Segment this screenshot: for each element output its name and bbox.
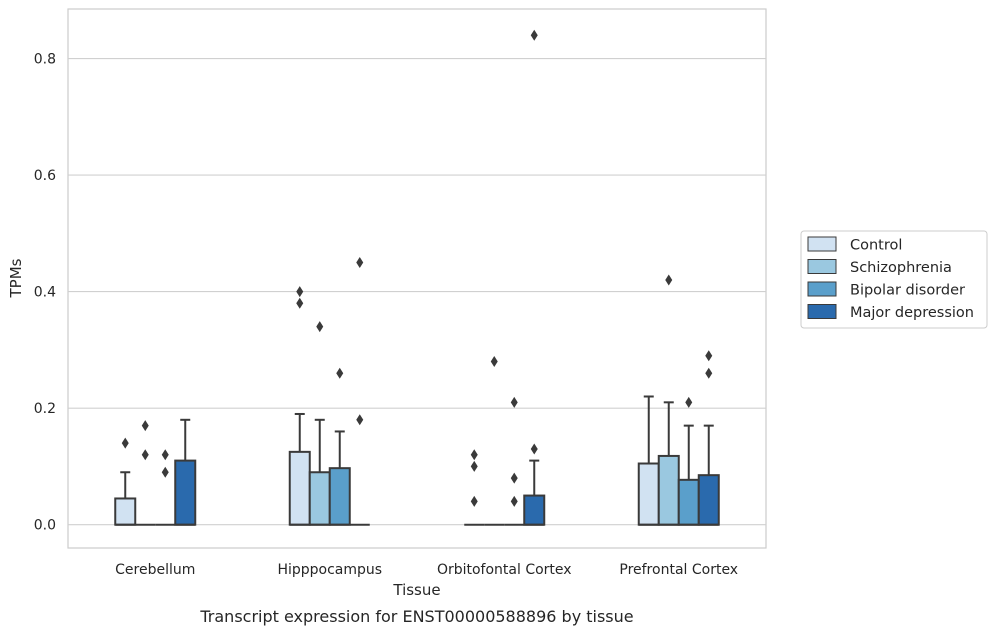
x-tick-label: Cerebellum [115,562,195,578]
box-schizophrenia [484,356,505,526]
outlier-point [705,350,713,362]
legend-entry: Control [850,238,902,254]
outlier-point [530,443,538,455]
y-tick-label: 0.6 [34,168,56,184]
box [174,459,197,526]
box-major-depression [697,350,720,526]
legend-swatch [807,281,837,297]
legend-swatch [807,236,837,252]
legend-entry: Bipolar disorder [850,283,965,299]
box-schizophrenia [657,274,680,526]
legend-swatch [807,259,837,274]
outlier-point [470,460,478,472]
outlier-point [510,396,518,408]
outlier-point [296,286,304,298]
box-bipolar-disorder [677,396,700,526]
box-schizophrenia [135,420,156,526]
legend: Control Schizophrenia Bipolar disorder Majo… [800,230,988,329]
chart-caption: Transcript expression for ENST0000058889… [199,607,633,626]
outlier-point [356,256,364,268]
outlier-point [530,29,538,41]
box [697,474,720,526]
outlier-point [296,297,304,309]
box [308,471,331,526]
x-tick-label: Orbitofontal Cortex [437,562,572,578]
box-bipolar-disorder [155,449,176,526]
box [677,478,700,526]
y-tick-label: 0.4 [34,285,56,301]
y-axis-label: TPMs [7,258,25,298]
box-major-depression [174,418,197,526]
outlier-point [161,449,169,461]
y-tick-label: 0.2 [34,401,56,417]
x-tick-label: Prefrontal Cortex [619,562,738,578]
x-axis-label: Tissue [392,581,440,599]
legend-entry: Major depression [850,305,974,321]
x-tick-label: Hipppocampus [277,562,382,578]
y-tick-label: 0.0 [34,518,56,534]
outlier-point [470,449,478,461]
box-groups [114,29,720,526]
outlier-point [161,466,169,478]
outlier-point [141,420,149,432]
box-control [288,286,311,526]
box-control [114,437,137,526]
legend-entry: Schizophrenia [850,260,952,276]
outlier-point [490,356,498,368]
box [637,462,660,526]
y-tick-label: 0.8 [34,52,56,68]
box-bipolar-disorder [504,396,525,526]
outlier-point [336,367,344,379]
box-control [464,449,485,526]
outlier-point [356,414,364,426]
x-axis-ticks: Cerebellum Hipppocampus Orbitofontal Corte… [115,562,738,578]
box [523,494,546,526]
box [657,454,680,526]
outlier-point [121,437,129,449]
box [288,450,311,526]
outlier-point [470,495,478,507]
box [328,467,351,526]
outlier-point [665,274,673,286]
outlier-point [141,449,149,461]
outlier-point [510,495,518,507]
outlier-point [510,472,518,484]
box [114,497,137,526]
outlier-point [685,396,693,408]
outlier-point [316,321,324,333]
outlier-point [705,367,713,379]
y-axis-ticks: 0.0 0.2 0.4 0.6 0.8 [34,52,56,534]
legend-swatch [807,304,837,319]
legend-frame [800,230,988,329]
box-bipolar-disorder [328,367,351,526]
box-major-depression [349,256,370,526]
box-major-depression [523,29,546,526]
